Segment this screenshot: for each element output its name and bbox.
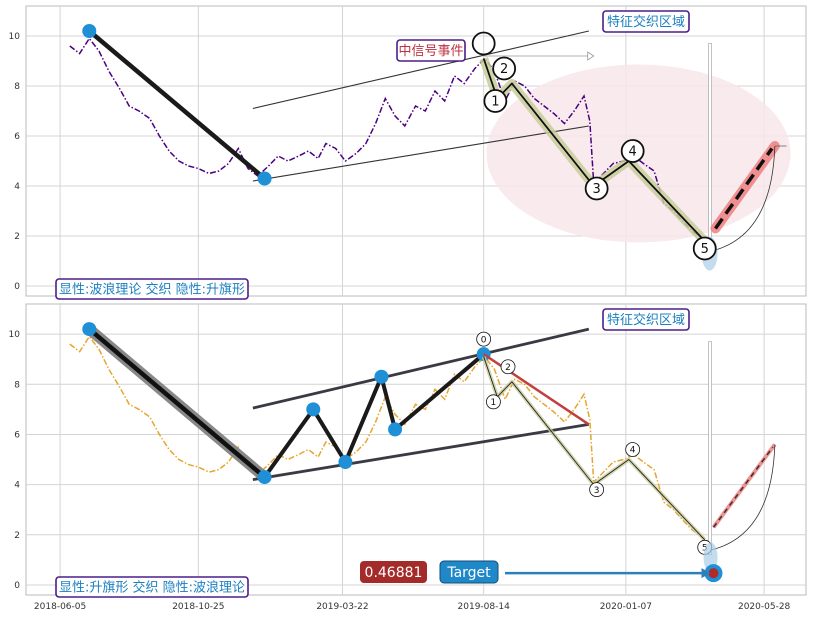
channel-upper-line: [252, 30, 589, 110]
wave-origin-circle: [471, 31, 496, 56]
footer-label-bottom: 显性:升旗形 交织 隐性:波浪理论: [59, 580, 245, 596]
channel-lower-line: [252, 423, 590, 481]
footer-label-bottom-box: [55, 576, 249, 598]
x-tick-label: 2019-08-14: [458, 602, 511, 612]
wave-label-2: 2: [500, 62, 508, 77]
wave-label-3-circle: [589, 482, 605, 498]
value-badge: 0.46881: [365, 565, 423, 581]
pivot-marker: [374, 369, 389, 384]
y-tick-label: 8: [14, 82, 20, 92]
value-badge-box: [360, 561, 427, 583]
y-tick-label: 2: [14, 232, 20, 242]
y-tick-label: 8: [14, 380, 20, 390]
zone-label-bottom-box: [602, 308, 690, 331]
pivot-marker: [338, 455, 353, 470]
y-tick-label: 10: [9, 32, 21, 42]
target-badge-box: [439, 560, 499, 584]
projection-arrow: [714, 147, 774, 230]
plot-frame: [25, 303, 807, 596]
y-tick-label: 0: [14, 282, 20, 292]
event-label-box: [396, 39, 466, 62]
wave-label-2-circle: [492, 56, 517, 81]
pivot-marker: [388, 422, 403, 437]
x-tick-label: 2019-03-22: [316, 602, 368, 612]
wave-label-4-circle: [625, 442, 641, 457]
wave-label-2: 2: [505, 363, 511, 373]
flag-zigzag: [262, 352, 485, 479]
wave-label-4: 4: [629, 145, 637, 160]
wave-path: [483, 356, 706, 541]
x-tick-label: 2018-06-05: [34, 602, 86, 612]
y-tick-label: 2: [14, 531, 20, 541]
zone-label-top: 特征交织区域: [607, 14, 685, 30]
event-arrow-head: [587, 51, 595, 61]
footer-label-top-box: [55, 278, 249, 300]
wave-label-3-circle: [584, 176, 609, 201]
footer-label-top: 显性:波浪理论 交织 隐性:升旗形: [59, 282, 245, 298]
event-label: 中信号事件: [398, 44, 463, 59]
projection-arrow: [712, 446, 774, 528]
wave-label-1-circle: [486, 394, 501, 410]
wave-label-5: 5: [701, 242, 709, 257]
signal-band: [708, 341, 712, 556]
wave-label-2-circle: [500, 359, 516, 375]
y-tick-label: 0: [14, 581, 20, 591]
target-badge: Target: [446, 565, 491, 581]
pivot-marker: [82, 322, 97, 337]
channel-upper-line: [252, 327, 590, 410]
wave-label-4-circle: [620, 139, 645, 163]
pivot-marker: [82, 24, 97, 38]
downtrend-segment: [87, 29, 267, 181]
projection-curve: [711, 444, 776, 551]
y-tick-label: 6: [14, 430, 20, 440]
wave-label-3: 3: [592, 182, 600, 197]
pivot-marker: [257, 171, 272, 186]
target-arrow-head: [701, 568, 711, 579]
y-tick-label: 4: [14, 182, 20, 192]
zone-label-bottom: 特征交织区域: [607, 312, 685, 328]
wave-label-4: 4: [630, 446, 636, 456]
wave-label-1-circle: [483, 89, 508, 113]
wave-label-0-circle: [476, 331, 492, 347]
x-tick-label: 2020-05-28: [738, 602, 791, 612]
y-tick-label: 10: [9, 330, 21, 340]
target-marker-core: [708, 568, 719, 579]
wave-label-1: 1: [491, 398, 497, 408]
wave-label-5-circle: [692, 236, 717, 261]
wave-label-0: 0: [481, 335, 487, 345]
x-tick-label: 2018-10-25: [172, 602, 224, 612]
y-tick-label: 4: [14, 481, 20, 491]
channel-lower-line: [252, 125, 589, 182]
wave-label-3: 3: [594, 486, 600, 496]
downtrend-segment: [87, 327, 267, 479]
pivot-marker: [257, 470, 272, 485]
signal-band: [708, 43, 712, 257]
projection-curve: [711, 145, 776, 252]
y-tick-label: 6: [14, 132, 20, 142]
price-series-line: [69, 335, 711, 543]
zone-label-top-box: [602, 10, 690, 33]
pivot-marker: [306, 402, 321, 417]
wave-label-5: 5: [702, 544, 708, 554]
wave-label-1: 1: [491, 95, 499, 110]
x-tick-label: 2020-01-07: [600, 602, 652, 612]
projection-arrow-halo: [710, 141, 780, 234]
